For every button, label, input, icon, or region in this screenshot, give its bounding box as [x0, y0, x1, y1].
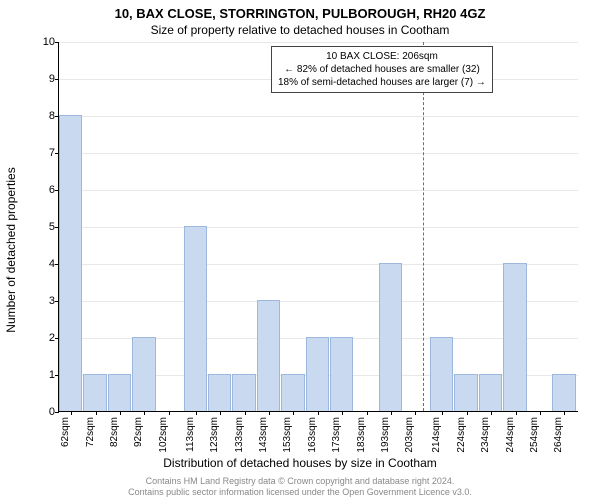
x-tick-label: 163sqm [307, 417, 318, 453]
grid-line [59, 264, 578, 265]
annotation-line2: ← 82% of detached houses are smaller (32… [278, 63, 486, 76]
histogram-bar [503, 263, 526, 411]
histogram-bar [232, 374, 255, 411]
x-tick-label: 92sqm [133, 417, 144, 447]
x-tick-label: 62sqm [60, 417, 71, 447]
x-tick-mark [442, 411, 443, 415]
histogram-bar [479, 374, 502, 411]
y-tick-label: 10 [35, 36, 55, 48]
x-tick-mark [491, 411, 492, 415]
y-tick-label: 4 [35, 258, 55, 270]
chart-title-main: 10, BAX CLOSE, STORRINGTON, PULBOROUGH, … [0, 0, 600, 21]
x-tick-mark [269, 411, 270, 415]
x-tick-label: 82sqm [109, 417, 120, 447]
y-tick-label: 1 [35, 369, 55, 381]
histogram-bar [132, 337, 155, 411]
grid-line [59, 153, 578, 154]
x-tick-label: 173sqm [331, 417, 342, 453]
histogram-bar [330, 337, 353, 411]
x-tick-label: 113sqm [185, 417, 196, 452]
histogram-bar [552, 374, 575, 411]
x-tick-label: 193sqm [380, 417, 391, 453]
x-tick-label: 102sqm [158, 417, 169, 453]
grid-line [59, 190, 578, 191]
annotation-line1: 10 BAX CLOSE: 206sqm [278, 50, 486, 63]
y-tick-label: 3 [35, 295, 55, 307]
plot-area: 01234567891062sqm72sqm82sqm92sqm102sqm11… [58, 42, 578, 412]
x-tick-label: 203sqm [404, 417, 415, 453]
y-tick-label: 2 [35, 332, 55, 344]
x-tick-mark [220, 411, 221, 415]
x-tick-label: 254sqm [529, 417, 540, 453]
x-tick-mark [293, 411, 294, 415]
x-tick-mark [342, 411, 343, 415]
x-tick-label: 123sqm [209, 417, 220, 453]
x-tick-mark [196, 411, 197, 415]
reference-line [423, 42, 424, 411]
x-tick-mark [516, 411, 517, 415]
histogram-bar [379, 263, 402, 411]
x-tick-mark [391, 411, 392, 415]
x-tick-label: 183sqm [356, 417, 367, 453]
histogram-bar [454, 374, 477, 411]
x-tick-mark [96, 411, 97, 415]
x-tick-mark [120, 411, 121, 415]
x-tick-label: 264sqm [553, 417, 564, 453]
y-tick-label: 9 [35, 73, 55, 85]
x-tick-mark [245, 411, 246, 415]
histogram-bar [83, 374, 106, 411]
y-tick-label: 0 [35, 406, 55, 418]
x-tick-mark [540, 411, 541, 415]
attribution-line2: Contains public sector information licen… [128, 487, 472, 497]
annotation-line3: 18% of semi-detached houses are larger (… [278, 76, 486, 89]
x-tick-label: 133sqm [234, 417, 245, 453]
x-tick-mark [144, 411, 145, 415]
x-tick-label: 224sqm [456, 417, 467, 453]
attribution-line1: Contains HM Land Registry data © Crown c… [146, 476, 455, 486]
chart-title-sub: Size of property relative to detached ho… [0, 21, 600, 37]
x-tick-mark [71, 411, 72, 415]
y-tick-label: 8 [35, 110, 55, 122]
chart-container: 10, BAX CLOSE, STORRINGTON, PULBOROUGH, … [0, 0, 600, 500]
x-tick-mark [415, 411, 416, 415]
annotation-box: 10 BAX CLOSE: 206sqm ← 82% of detached h… [271, 46, 493, 93]
attribution: Contains HM Land Registry data © Crown c… [0, 476, 600, 498]
x-tick-label: 234sqm [480, 417, 491, 453]
histogram-bar [108, 374, 131, 411]
x-tick-label: 244sqm [505, 417, 516, 453]
y-tick-label: 7 [35, 147, 55, 159]
y-tick-label: 6 [35, 184, 55, 196]
grid-line [59, 42, 578, 43]
x-tick-label: 214sqm [431, 417, 442, 453]
x-tick-label: 153sqm [282, 417, 293, 453]
histogram-bar [281, 374, 304, 411]
histogram-bar [257, 300, 280, 411]
histogram-bar [208, 374, 231, 411]
x-tick-mark [367, 411, 368, 415]
histogram-bar [430, 337, 453, 411]
x-axis-label: Distribution of detached houses by size … [0, 456, 600, 470]
y-tick-mark [55, 79, 59, 80]
y-tick-mark [55, 42, 59, 43]
grid-line [59, 301, 578, 302]
x-tick-label: 143sqm [258, 417, 269, 453]
histogram-bar [306, 337, 329, 411]
y-tick-mark [55, 412, 59, 413]
x-tick-mark [169, 411, 170, 415]
x-tick-mark [318, 411, 319, 415]
histogram-bar [59, 115, 82, 411]
x-tick-mark [467, 411, 468, 415]
x-tick-label: 72sqm [85, 417, 96, 447]
x-tick-mark [564, 411, 565, 415]
y-tick-label: 5 [35, 221, 55, 233]
grid-line [59, 116, 578, 117]
grid-line [59, 227, 578, 228]
histogram-bar [184, 226, 207, 411]
